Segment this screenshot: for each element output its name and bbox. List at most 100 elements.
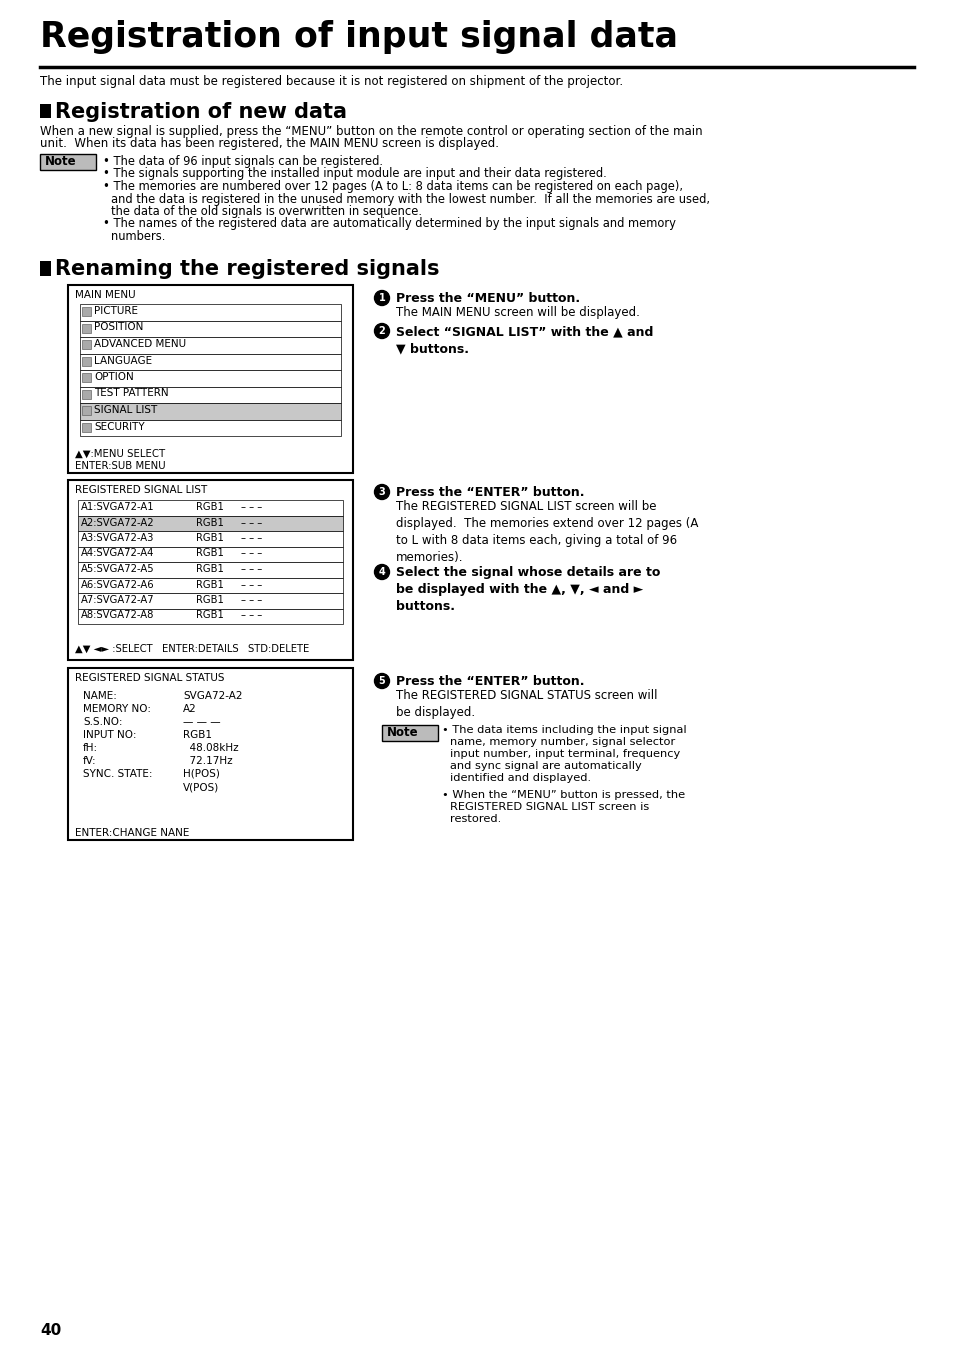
- Text: restored.: restored.: [450, 813, 500, 824]
- Text: RGB1: RGB1: [195, 580, 224, 590]
- Circle shape: [375, 564, 389, 580]
- Bar: [78, 594, 343, 608]
- Text: RGB1: RGB1: [195, 549, 224, 558]
- Text: • The data items including the input signal: • The data items including the input sig…: [441, 724, 686, 735]
- Bar: [68, 480, 353, 660]
- Bar: [82, 390, 91, 398]
- Bar: [381, 724, 437, 741]
- Bar: [80, 304, 340, 321]
- Text: • When the “MENU” button is pressed, the: • When the “MENU” button is pressed, the: [441, 791, 684, 800]
- Text: 40: 40: [40, 1323, 61, 1338]
- Text: fH:: fH:: [83, 743, 98, 753]
- Text: and the data is registered in the unused memory with the lowest number.  If all : and the data is registered in the unused…: [111, 193, 709, 205]
- Text: OPTION: OPTION: [94, 372, 133, 382]
- Text: PICTURE: PICTURE: [94, 306, 138, 316]
- Bar: [80, 420, 340, 436]
- Text: V(POS): V(POS): [183, 782, 219, 792]
- Text: • The memories are numbered over 12 pages (A to L: 8 data items can be registere: • The memories are numbered over 12 page…: [103, 179, 682, 193]
- Text: Note: Note: [45, 155, 76, 169]
- Text: Press the “MENU” button.: Press the “MENU” button.: [395, 291, 579, 305]
- Text: REGISTERED SIGNAL LIST screen is: REGISTERED SIGNAL LIST screen is: [450, 803, 649, 812]
- Text: RGB1: RGB1: [195, 518, 224, 527]
- Text: ADVANCED MENU: ADVANCED MENU: [94, 339, 186, 349]
- Text: – – –: – – –: [241, 549, 262, 558]
- Text: 48.08kHz: 48.08kHz: [183, 743, 238, 753]
- Text: ENTER:CHANGE NANE: ENTER:CHANGE NANE: [75, 828, 190, 838]
- Text: A6:SVGA72-A6: A6:SVGA72-A6: [81, 580, 154, 590]
- Text: RGB1: RGB1: [195, 502, 224, 513]
- Text: H(POS): H(POS): [183, 769, 219, 778]
- Text: When a new signal is supplied, press the “MENU” button on the remote control or : When a new signal is supplied, press the…: [40, 125, 702, 138]
- Text: RGB1: RGB1: [195, 564, 224, 575]
- Text: – – –: – – –: [241, 595, 262, 604]
- Text: A8:SVGA72-A8: A8:SVGA72-A8: [81, 611, 154, 621]
- Text: 5: 5: [378, 676, 385, 687]
- Text: NAME:: NAME:: [83, 691, 117, 701]
- Bar: [78, 500, 343, 515]
- Text: Select the signal whose details are to
be displayed with the ▲, ▼, ◄ and ►
butto: Select the signal whose details are to b…: [395, 567, 659, 612]
- Text: The REGISTERED SIGNAL LIST screen will be
displayed.  The memories extend over 1: The REGISTERED SIGNAL LIST screen will b…: [395, 500, 698, 564]
- Bar: [80, 353, 340, 370]
- Text: • The names of the registered data are automatically determined by the input sig: • The names of the registered data are a…: [103, 217, 675, 231]
- Bar: [82, 324, 91, 332]
- Text: – – –: – – –: [241, 611, 262, 621]
- Bar: [40, 154, 96, 170]
- Text: RGB1: RGB1: [183, 730, 212, 741]
- Text: A4:SVGA72-A4: A4:SVGA72-A4: [81, 549, 154, 558]
- Text: ▲▼:MENU SELECT: ▲▼:MENU SELECT: [75, 449, 165, 459]
- Bar: [78, 608, 343, 625]
- Text: The REGISTERED SIGNAL STATUS screen will
be displayed.: The REGISTERED SIGNAL STATUS screen will…: [395, 689, 657, 719]
- Text: SECURITY: SECURITY: [94, 421, 145, 432]
- Bar: [78, 515, 343, 532]
- Text: – – –: – – –: [241, 502, 262, 513]
- Bar: [82, 340, 91, 349]
- Text: A1:SVGA72-A1: A1:SVGA72-A1: [81, 502, 154, 513]
- Text: Renaming the registered signals: Renaming the registered signals: [55, 259, 439, 279]
- Text: S.S.NO:: S.S.NO:: [83, 718, 122, 727]
- Text: INPUT NO:: INPUT NO:: [83, 730, 136, 741]
- Bar: [82, 308, 91, 316]
- Text: SVGA72-A2: SVGA72-A2: [183, 691, 242, 701]
- Text: POSITION: POSITION: [94, 322, 143, 332]
- Bar: [82, 356, 91, 366]
- Text: The input signal data must be registered because it is not registered on shipmen: The input signal data must be registered…: [40, 76, 622, 88]
- Text: A2: A2: [183, 704, 196, 714]
- Text: ▲▼ ◄► :SELECT   ENTER:DETAILS   STD:DELETE: ▲▼ ◄► :SELECT ENTER:DETAILS STD:DELETE: [75, 643, 309, 654]
- Text: MAIN MENU: MAIN MENU: [75, 290, 135, 299]
- Text: — — —: — — —: [183, 718, 220, 727]
- Bar: [82, 422, 91, 432]
- Text: – – –: – – –: [241, 518, 262, 527]
- Bar: [80, 321, 340, 337]
- Circle shape: [375, 324, 389, 339]
- Text: and sync signal are automatically: and sync signal are automatically: [450, 761, 641, 772]
- Text: 72.17Hz: 72.17Hz: [183, 755, 233, 766]
- Text: TEST PATTERN: TEST PATTERN: [94, 389, 169, 398]
- Bar: [78, 532, 343, 546]
- Text: • The signals supporting the installed input module are input and their data reg: • The signals supporting the installed i…: [103, 167, 606, 181]
- Text: 3: 3: [378, 487, 385, 496]
- Text: A2:SVGA72-A2: A2:SVGA72-A2: [81, 518, 154, 527]
- Bar: [78, 546, 343, 563]
- Bar: [80, 403, 340, 420]
- Text: the data of the old signals is overwritten in sequence.: the data of the old signals is overwritt…: [111, 205, 421, 219]
- Text: fV:: fV:: [83, 755, 96, 766]
- Text: RGB1: RGB1: [195, 533, 224, 544]
- Bar: [78, 563, 343, 577]
- Text: A3:SVGA72-A3: A3:SVGA72-A3: [81, 533, 154, 544]
- Text: – – –: – – –: [241, 580, 262, 590]
- Bar: [68, 285, 353, 473]
- Bar: [40, 260, 51, 277]
- Text: • The data of 96 input signals can be registered.: • The data of 96 input signals can be re…: [103, 155, 382, 169]
- Text: name, memory number, signal selector: name, memory number, signal selector: [450, 737, 675, 747]
- Circle shape: [375, 673, 389, 688]
- Text: Press the “ENTER” button.: Press the “ENTER” button.: [395, 674, 584, 688]
- Text: 4: 4: [378, 567, 385, 577]
- Text: MEMORY NO:: MEMORY NO:: [83, 704, 151, 714]
- Text: identified and displayed.: identified and displayed.: [450, 773, 591, 782]
- Text: ENTER:SUB MENU: ENTER:SUB MENU: [75, 461, 166, 471]
- Circle shape: [375, 484, 389, 499]
- Text: – – –: – – –: [241, 564, 262, 575]
- Text: A7:SVGA72-A7: A7:SVGA72-A7: [81, 595, 154, 604]
- Text: Select “SIGNAL LIST” with the ▲ and
▼ buttons.: Select “SIGNAL LIST” with the ▲ and ▼ bu…: [395, 325, 653, 355]
- Text: SYNC. STATE:: SYNC. STATE:: [83, 769, 152, 778]
